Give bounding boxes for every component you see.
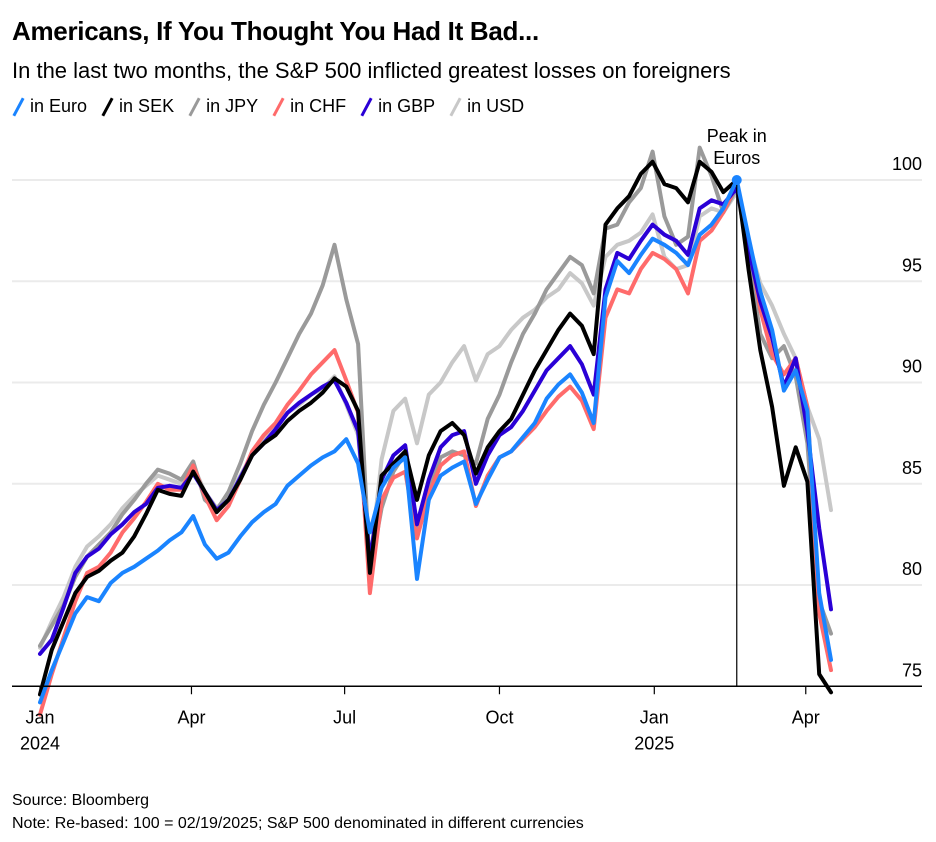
x-tick-label: Apr (792, 707, 820, 727)
y-tick-label: 90 (902, 357, 922, 377)
series-line-in-usd (38, 190, 833, 650)
legend-label: in USD (467, 96, 525, 116)
chart-subtitle: In the last two months, the S&P 500 infl… (12, 58, 731, 83)
annotation-label: Euros (713, 148, 760, 168)
legend-item-euro: in Euro (12, 96, 87, 117)
annotation-label: Peak in (707, 126, 767, 146)
gridlines (12, 179, 922, 586)
x-tick-year-label: 2024 (20, 733, 60, 753)
legend-label: in CHF (290, 96, 347, 116)
legend-label: in JPY (206, 96, 259, 116)
y-tick-label: 75 (902, 660, 922, 680)
x-axis: Jan 2024 Apr Jul Oct Jan 2025 Apr (12, 685, 922, 753)
legend-item-usd: in USD (449, 96, 524, 117)
legend-item-sek: in SEK (101, 96, 174, 117)
y-tick-label: 85 (902, 458, 922, 478)
series-line-in-sek (38, 159, 833, 697)
legend-item-jpy: in JPY (188, 96, 258, 117)
series-line-in-euro (38, 178, 833, 705)
footnote: Note: Re-based: 100 = 02/19/2025; S&P 50… (12, 815, 584, 832)
x-tick-label: Jan (640, 707, 669, 727)
x-tick-label: Oct (485, 707, 513, 727)
series-line-in-gbp (38, 186, 833, 656)
legend-item-chf: in CHF (272, 96, 346, 117)
y-tick-label: 100 (892, 154, 922, 174)
legend-label: in SEK (119, 96, 175, 116)
x-tick-label: Apr (177, 707, 205, 727)
source-note: Source: Bloomberg (12, 792, 149, 809)
legend-label: in GBP (378, 96, 436, 116)
chart-title: Americans, If You Thought You Had It Bad… (12, 16, 539, 46)
x-tick-year-label: 2025 (634, 733, 674, 753)
y-tick-label: 80 (902, 559, 922, 579)
series-line-in-chf (38, 182, 833, 717)
y-axis-labels: 75 80 85 90 95 100 (892, 154, 922, 680)
peak-dot (731, 175, 742, 185)
legend: in Euro in SEK in JPY in CHF in GBP in U… (12, 96, 538, 117)
y-tick-label: 95 (902, 255, 922, 275)
legend-item-gbp: in GBP (360, 96, 435, 117)
x-tick-label: Jul (333, 707, 356, 727)
series-lines (38, 145, 833, 717)
x-tick-label: Jan (25, 707, 54, 727)
legend-label: in Euro (30, 96, 88, 116)
